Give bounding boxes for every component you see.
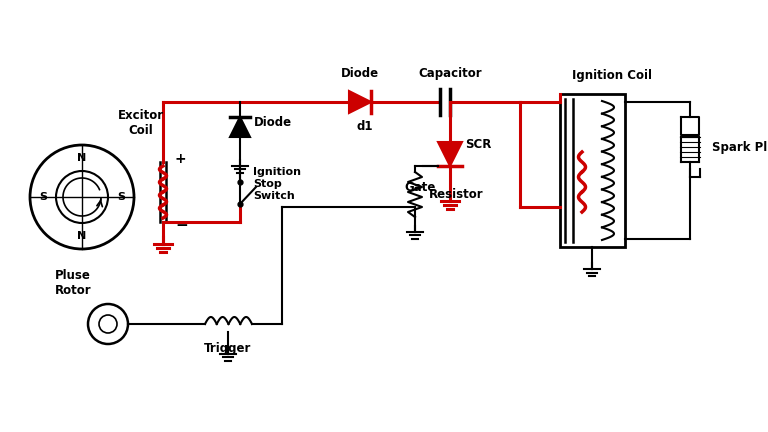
Text: −: − xyxy=(175,217,187,232)
Text: N: N xyxy=(78,231,87,241)
Text: N: N xyxy=(78,153,87,163)
Text: Gate: Gate xyxy=(404,181,435,194)
Text: Diode: Diode xyxy=(254,115,292,128)
Polygon shape xyxy=(349,91,371,113)
Text: S: S xyxy=(39,192,47,202)
Text: Excitor
Coil: Excitor Coil xyxy=(118,109,164,137)
Text: SCR: SCR xyxy=(465,139,492,152)
Text: Capacitor: Capacitor xyxy=(419,67,482,80)
Text: Spark Plug: Spark Plug xyxy=(712,140,768,153)
Text: Pluse
Rotor: Pluse Rotor xyxy=(55,269,91,297)
Text: Diode: Diode xyxy=(341,67,379,80)
Text: Ignition Coil: Ignition Coil xyxy=(572,69,653,82)
Text: S: S xyxy=(117,192,125,202)
Text: Ignition
Stop
Switch: Ignition Stop Switch xyxy=(253,167,301,200)
Text: +: + xyxy=(175,152,187,166)
Polygon shape xyxy=(438,142,462,166)
Bar xyxy=(560,94,625,247)
Text: d1: d1 xyxy=(357,120,373,133)
Text: Resistor: Resistor xyxy=(429,188,484,201)
Text: Trigger: Trigger xyxy=(204,342,252,355)
Polygon shape xyxy=(230,117,250,137)
